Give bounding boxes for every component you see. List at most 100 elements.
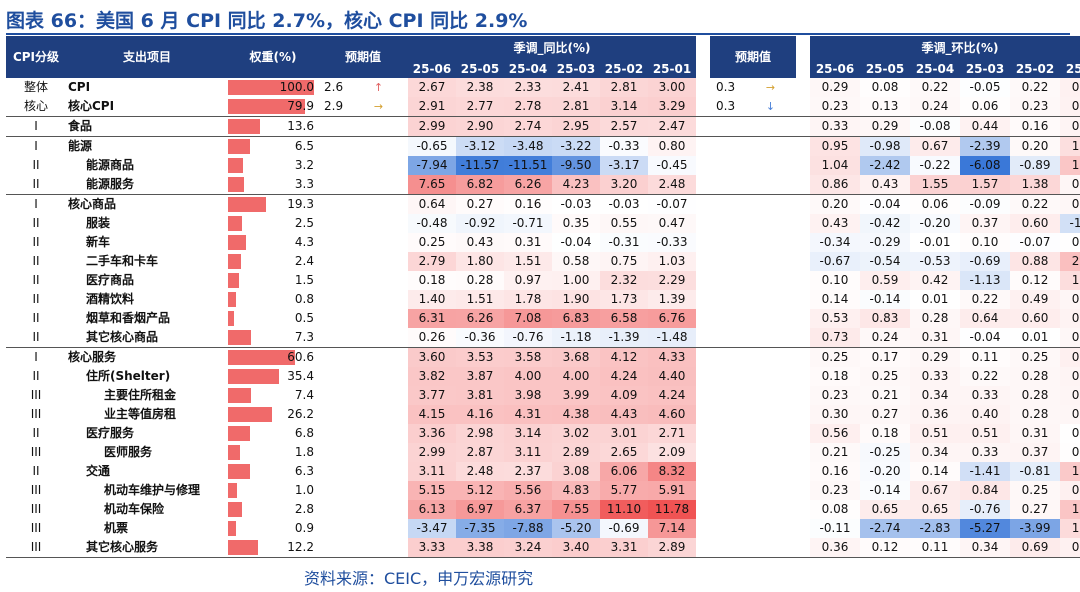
yoy-value: 2.77: [456, 97, 504, 117]
item-name: 二手车和卡车: [86, 254, 159, 268]
yoy-month-header: 25-01: [648, 60, 697, 78]
cpi-level: III: [30, 445, 42, 459]
item-name: 医疗服务: [86, 426, 135, 440]
mom-value: 0.18: [860, 424, 911, 443]
mom-value: -0.98: [860, 136, 911, 156]
cpi-level: II: [32, 235, 40, 249]
weight-cell: 0.9: [228, 519, 318, 538]
weight-value: 13.6: [287, 119, 314, 133]
yoy-value: 2.74: [504, 116, 552, 137]
mom-value: 0.28: [1010, 367, 1061, 386]
mom-value: 0.56: [810, 424, 861, 443]
cpi-level: III: [30, 521, 42, 535]
yoy-value: 3.01: [600, 424, 648, 443]
yoy-value: 6.97: [456, 500, 504, 519]
column-gap: [796, 538, 811, 558]
yoy-value: -5.20: [552, 519, 600, 538]
header-gap: [696, 36, 711, 78]
yoy-value: 1.40: [408, 290, 456, 309]
yoy-value: 4.00: [504, 367, 552, 386]
yoy-value: 0.75: [600, 252, 648, 271]
mom-value: -3.99: [1010, 519, 1061, 538]
cpi-level: I: [6, 347, 66, 367]
mom-value: -0.09: [960, 194, 1011, 214]
cpi-level: II: [32, 177, 40, 191]
mom-value: -2.39: [960, 136, 1011, 156]
weight-cell: 7.3: [228, 328, 318, 348]
yoy-value: 0.18: [408, 271, 456, 290]
forecast-yoy: [318, 347, 408, 367]
column-gap: [696, 424, 711, 443]
column-gap: [696, 214, 711, 233]
header-forecast-yoy: 预期值: [318, 36, 408, 78]
weight-value: 60.6: [287, 350, 314, 364]
mom-month-header: 25-05: [860, 60, 911, 78]
mom-value: 0.51: [1060, 347, 1080, 367]
yoy-value: 5.12: [456, 481, 504, 500]
yoy-value: -0.07: [648, 194, 697, 214]
yoy-value: -0.03: [600, 194, 648, 214]
table-row: II 医疗服务 6.8 3.36 2.98 3.14 3.02 3.01 2.71 0.56 0.1…: [6, 424, 1080, 443]
yoy-value: 7.65: [408, 175, 456, 195]
yoy-value: 3.20: [600, 175, 648, 195]
mom-value: 0.01: [1010, 328, 1061, 348]
weight-value: 1.8: [294, 445, 314, 459]
mom-value: 0.83: [860, 309, 911, 328]
cpi-level: III: [30, 483, 42, 497]
yoy-value: 0.16: [504, 194, 552, 214]
weight-value: 4.3: [294, 235, 314, 249]
forecast-mom: [710, 443, 796, 462]
table-row: II 酒精饮料 0.8 1.40 1.51 1.78 1.90 1.73 1.39 0.14 -0.…: [6, 290, 1080, 309]
weight-cell: 6.3: [228, 462, 318, 481]
weight-value: 100.0: [279, 80, 314, 94]
weight-bar: [228, 350, 295, 365]
weight-bar: [228, 177, 244, 192]
yoy-value: 4.12: [600, 347, 648, 367]
mom-value: 0.47: [1060, 78, 1080, 97]
yoy-value: 3.11: [408, 462, 456, 481]
table-row: II 能源商品 3.2 -7.94 -11.57 -11.51 -9.50 -3.17 -0.4…: [6, 156, 1080, 175]
yoy-value: 2.90: [456, 116, 504, 137]
item-name: 住所(Shelter): [86, 369, 171, 383]
yoy-value: 3.53: [456, 347, 504, 367]
item-name: 能源商品: [86, 158, 135, 172]
yoy-value: 0.80: [648, 136, 697, 156]
forecast-yoy-value: 2.9: [324, 99, 344, 113]
weight-bar: [228, 197, 266, 212]
weight-cell: 1.5: [228, 271, 318, 290]
mom-value: 0.23: [810, 386, 861, 405]
yoy-value: 1.51: [456, 290, 504, 309]
yoy-value: 7.08: [504, 309, 552, 328]
weight-value: 19.3: [287, 197, 314, 211]
mom-value: 0.28: [910, 309, 961, 328]
weight-bar: [228, 502, 243, 517]
column-gap: [696, 347, 711, 367]
mom-value: -0.67: [810, 252, 861, 271]
mom-value: 0.43: [860, 175, 911, 195]
column-gap: [796, 519, 811, 538]
mom-value: -0.25: [860, 443, 911, 462]
mom-value: 0.51: [910, 424, 961, 443]
mom-value: 0.34: [960, 538, 1011, 558]
cpi-level: II: [32, 464, 40, 478]
mom-value: -0.01: [910, 233, 961, 252]
cpi-level: II: [32, 216, 40, 230]
weight-cell: 26.2: [228, 405, 318, 424]
yoy-value: -9.50: [552, 156, 600, 175]
mom-value: 0.64: [960, 309, 1011, 328]
yoy-value: -7.88: [504, 519, 552, 538]
weight-bar: [228, 540, 259, 555]
weight-cell: 35.4: [228, 367, 318, 386]
table-row: 核心 核心CPI 79.9 2.9 → 2.91 2.77 2.78 2.81 3.14 3.29 0…: [6, 97, 1080, 117]
weight-cell: 3.2: [228, 156, 318, 175]
weight-value: 7.3: [294, 330, 314, 344]
yoy-value: 2.71: [648, 424, 697, 443]
mom-value: 1.17: [1060, 271, 1080, 290]
yoy-value: -3.22: [552, 136, 600, 156]
mom-value: 0.13: [860, 97, 911, 117]
mom-value: -0.22: [910, 156, 961, 175]
yoy-value: 6.13: [408, 500, 456, 519]
forecast-mom: [710, 116, 797, 137]
forecast-mom: [710, 252, 796, 271]
column-gap: [796, 386, 811, 405]
